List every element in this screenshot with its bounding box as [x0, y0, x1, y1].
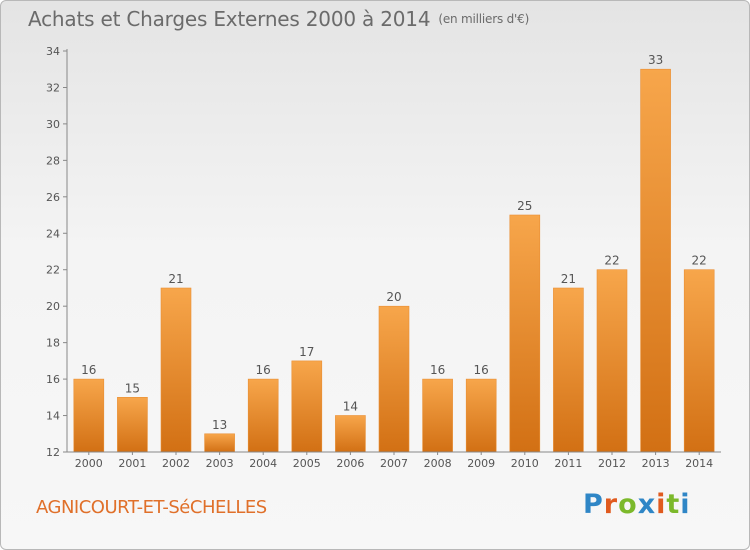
unit-text: (en milliers d'€): [438, 12, 530, 26]
x-tick-label-2003: 2003: [206, 457, 234, 470]
y-tick-label-16: 16: [46, 373, 60, 386]
bar-2008: [422, 378, 453, 453]
x-tick-label-2013: 2013: [642, 457, 670, 470]
y-tick-label-18: 18: [46, 337, 60, 350]
bar-2002: [160, 287, 192, 453]
x-tick-label-2014: 2014: [685, 457, 713, 470]
y-tick-label-34: 34: [46, 45, 60, 58]
value-label-2004: 16: [256, 363, 271, 377]
logo-letter: P: [583, 489, 604, 520]
x-tick-label-2002: 2002: [162, 457, 190, 470]
bar-2001: [117, 396, 148, 453]
value-label-2006: 14: [343, 400, 358, 414]
x-tick-label-2011: 2011: [554, 457, 582, 470]
value-label-2010: 25: [517, 199, 532, 213]
bars-group: 16 15 21 13 16 17 14 20 16 16 25 21 22 33 22: [73, 53, 715, 453]
chart-title: Achats et Charges Externes 2000 à 2014 (e…: [28, 7, 529, 31]
bar-2010: [509, 214, 541, 453]
logo-letter: i: [680, 489, 691, 520]
x-tick-label-2008: 2008: [424, 457, 452, 470]
logo-letter: x: [637, 489, 657, 520]
y-tick-label-30: 30: [46, 118, 60, 131]
value-label-2013: 33: [648, 53, 663, 67]
value-label-2003: 13: [212, 418, 227, 432]
bar-2003: [204, 433, 235, 453]
title-text: Achats et Charges Externes 2000 à 2014: [28, 7, 431, 31]
y-tick-label-20: 20: [46, 300, 60, 313]
bar-2004: [247, 378, 279, 453]
bar-2007: [378, 305, 410, 453]
x-tick-label-2005: 2005: [293, 457, 321, 470]
value-label-2014: 22: [692, 254, 707, 268]
bar-2006: [335, 415, 366, 453]
y-tick-label-26: 26: [46, 191, 60, 204]
value-label-2002: 21: [168, 272, 183, 286]
x-tick-label-2004: 2004: [249, 457, 277, 470]
bar-2009: [465, 378, 497, 453]
y-tick-label-28: 28: [46, 154, 60, 167]
value-label-2000: 16: [81, 363, 96, 377]
value-label-2007: 20: [386, 290, 401, 304]
x-tick-label-2006: 2006: [336, 457, 364, 470]
logo-letter: i: [656, 489, 667, 520]
axes-group: 2000 2001 2002 2003 2004 2005 2006 2007 2008 2009…: [46, 45, 721, 470]
value-label-2001: 15: [125, 381, 140, 395]
proxiti-logo: Proxiti: [583, 489, 691, 520]
x-tick-label-2007: 2007: [380, 457, 408, 470]
bar-2013: [640, 68, 671, 453]
x-tick-label-2000: 2000: [75, 457, 103, 470]
bar-2005: [291, 360, 323, 453]
bar-2011: [553, 287, 584, 453]
logo-letter: o: [618, 489, 638, 520]
logo-letter: r: [603, 489, 619, 520]
logo-letter: t: [666, 489, 681, 520]
value-label-2008: 16: [430, 363, 445, 377]
x-tick-label-2001: 2001: [118, 457, 146, 470]
value-label-2005: 17: [299, 345, 314, 359]
x-tick-label-2010: 2010: [511, 457, 539, 470]
y-tick-label-14: 14: [46, 410, 60, 423]
y-tick-label-12: 12: [46, 446, 60, 459]
bar-2014: [683, 269, 715, 453]
x-tick-label-2009: 2009: [467, 457, 495, 470]
bar-2012: [596, 269, 628, 453]
bar-2000: [73, 378, 105, 453]
y-tick-label-32: 32: [46, 81, 60, 94]
y-tick-label-22: 22: [46, 264, 60, 277]
commune-name: AGNICOURT-ET-SéCHELLES: [36, 497, 267, 518]
x-tick-label-2012: 2012: [598, 457, 626, 470]
value-label-2011: 21: [561, 272, 576, 286]
value-label-2012: 22: [604, 254, 619, 268]
y-tick-label-24: 24: [46, 227, 60, 240]
value-label-2009: 16: [474, 363, 489, 377]
